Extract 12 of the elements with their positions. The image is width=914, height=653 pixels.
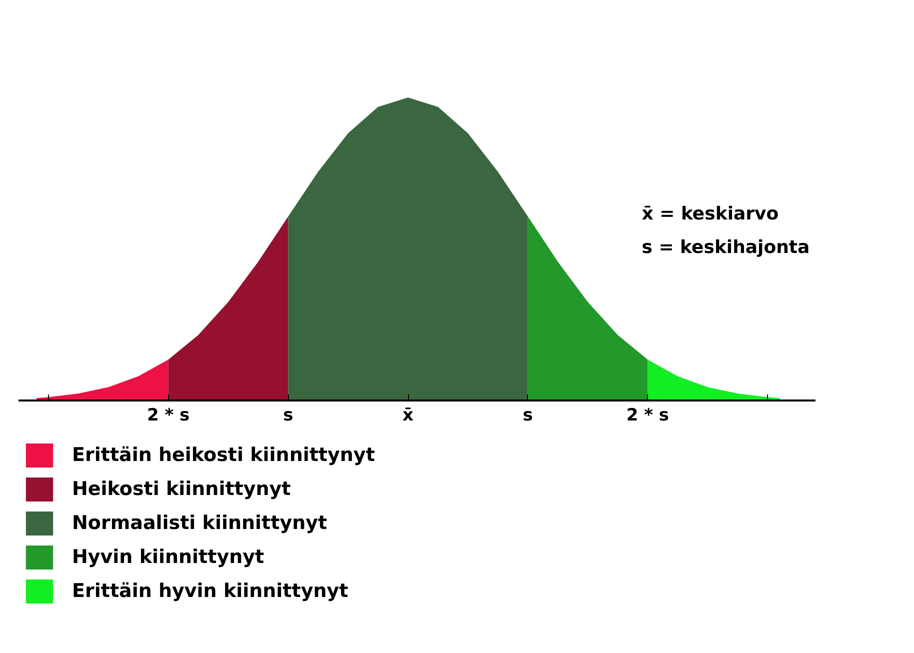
annotation: s = keskihajonta	[642, 237, 810, 258]
legend-label: Erittäin heikosti kiinnittynyt	[72, 444, 375, 466]
x-tick-label: 2 * s	[146, 406, 190, 426]
x-tick-label: s	[522, 406, 533, 426]
legend-label: Normaalisti kiinnittynyt	[72, 512, 328, 534]
legend-label: Hyvin kiinnittynyt	[72, 546, 264, 568]
x-tick-label: 2 * s	[626, 406, 670, 426]
x-tick-label: s	[283, 406, 294, 426]
legend-label: Heikosti kiinnittynyt	[72, 478, 291, 500]
annotation: x̄ = keskiarvo	[642, 204, 779, 225]
legend-label: Erittäin hyvin kiinnittynyt	[72, 580, 348, 602]
x-tick-label: x̄	[402, 406, 414, 426]
